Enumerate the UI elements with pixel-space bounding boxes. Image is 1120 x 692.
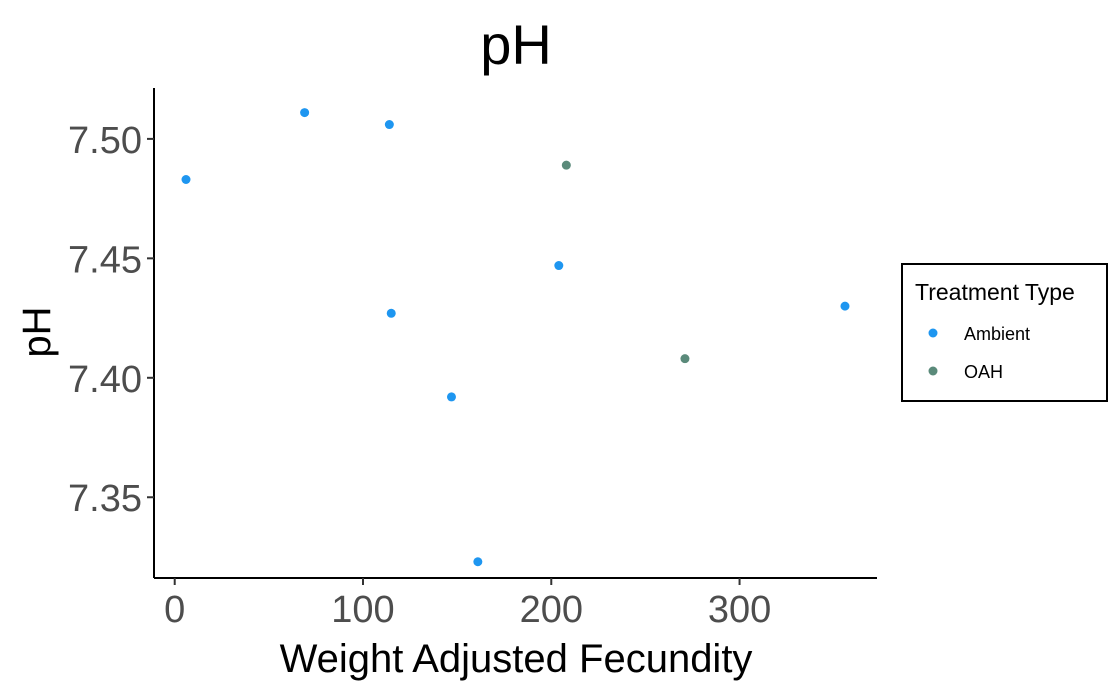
data-point-ambient — [384, 120, 394, 130]
chart-title: pH — [480, 13, 552, 76]
data-point-ambient — [386, 308, 396, 318]
y-ticks: 7.35 7.40 7.45 7.50 — [68, 120, 154, 520]
data-point-ambient — [473, 557, 483, 567]
x-tick-label: 200 — [520, 589, 583, 631]
legend-title: Treatment Type — [915, 279, 1075, 305]
plot-area: 0 100 200 300 7.35 7.40 7.45 7.50 — [68, 88, 877, 631]
legend-label-ambient: Ambient — [964, 324, 1030, 344]
legend-label-oah: OAH — [964, 362, 1003, 382]
x-tick-label: 300 — [708, 589, 771, 631]
data-point-ambient — [181, 175, 191, 185]
x-tick-label: 100 — [331, 589, 394, 631]
y-tick-label: 7.35 — [68, 478, 142, 520]
data-point-ambient — [300, 108, 310, 118]
data-point-ambient — [840, 301, 850, 311]
x-tick-label: 0 — [164, 589, 185, 631]
legend-box — [901, 263, 1108, 402]
y-tick-label: 7.50 — [68, 120, 142, 162]
y-tick-label: 7.40 — [68, 359, 142, 401]
data-point-oah — [561, 160, 571, 170]
data-points — [181, 108, 850, 567]
legend-key-ambient — [928, 328, 938, 338]
legend-key-oah — [928, 366, 938, 376]
legend: Treatment Type Ambient OAH — [901, 263, 1108, 402]
data-point-oah — [680, 354, 690, 364]
data-point-ambient — [446, 392, 456, 402]
y-tick-label: 7.45 — [68, 239, 142, 281]
data-point-ambient — [554, 261, 564, 271]
legend-items: Ambient OAH — [928, 324, 1030, 382]
x-axis-title: Weight Adjusted Fecundity — [280, 637, 753, 681]
y-axis-title: pH — [15, 306, 59, 357]
x-ticks: 0 100 200 300 — [164, 578, 771, 631]
